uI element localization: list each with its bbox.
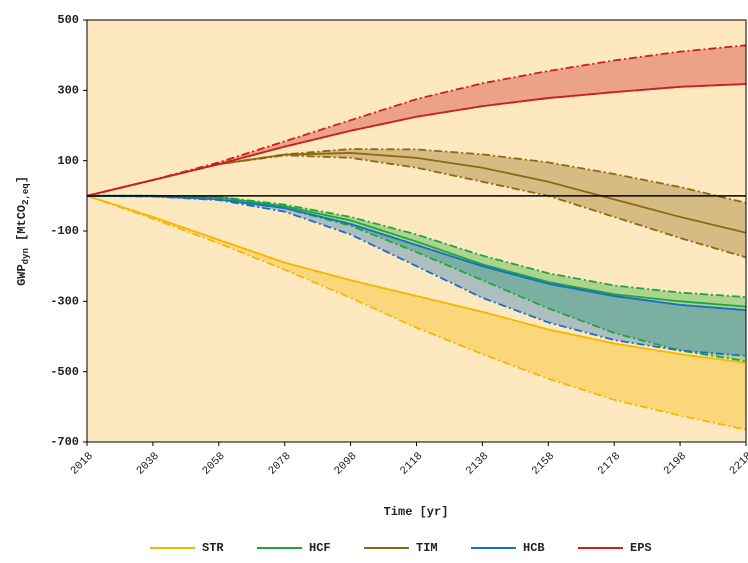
x-tick-label: 2098 — [332, 450, 359, 477]
y-label-part: dyn — [21, 248, 31, 264]
legend-label: STR — [202, 541, 224, 555]
series-line — [86, 83, 747, 197]
band — [87, 45, 746, 196]
x-tick-label: 2138 — [464, 450, 491, 477]
series-line — [86, 194, 747, 357]
series-line — [87, 194, 747, 363]
band — [87, 149, 746, 258]
x-tick-label: 2198 — [662, 450, 689, 477]
series-line — [86, 194, 747, 312]
y-label-part: [MtCO — [15, 205, 29, 248]
y-tick-label: 100 — [57, 154, 79, 168]
series-line — [86, 44, 747, 197]
y-tick-label: -700 — [50, 435, 79, 449]
legend-label: TIM — [416, 541, 438, 555]
x-tick-label: 2038 — [135, 450, 162, 477]
x-tick-label: 2078 — [266, 450, 293, 477]
y-tick-label: 300 — [57, 84, 79, 98]
y-label-part: GWP — [15, 264, 29, 286]
x-tick-label: 2218 — [728, 450, 748, 477]
x-tick-label: 2118 — [398, 450, 425, 477]
x-tick-label: 2178 — [596, 450, 623, 477]
x-tick-label: 2018 — [69, 450, 96, 477]
y-label-part: 2,eq — [21, 183, 31, 205]
series-line — [86, 194, 747, 364]
band — [87, 195, 746, 430]
x-tick-label: 2158 — [530, 450, 557, 477]
y-label-part: ] — [15, 176, 29, 183]
y-tick-label: -300 — [50, 295, 79, 309]
series-line — [87, 194, 747, 308]
legend-label: HCB — [523, 541, 545, 555]
legend-label: EPS — [630, 541, 652, 555]
y-tick-label: -500 — [50, 365, 79, 379]
y-tick-label: 500 — [57, 13, 79, 27]
y-axis-label: GWPdyn [MtCO2,eq] — [15, 176, 31, 286]
y-tick-label: -100 — [50, 224, 79, 238]
series-line — [86, 194, 747, 431]
band — [87, 195, 746, 356]
legend-label: HCF — [309, 541, 331, 555]
x-tick-label: 2058 — [201, 450, 228, 477]
x-axis-label: Time [yr] — [384, 505, 449, 519]
